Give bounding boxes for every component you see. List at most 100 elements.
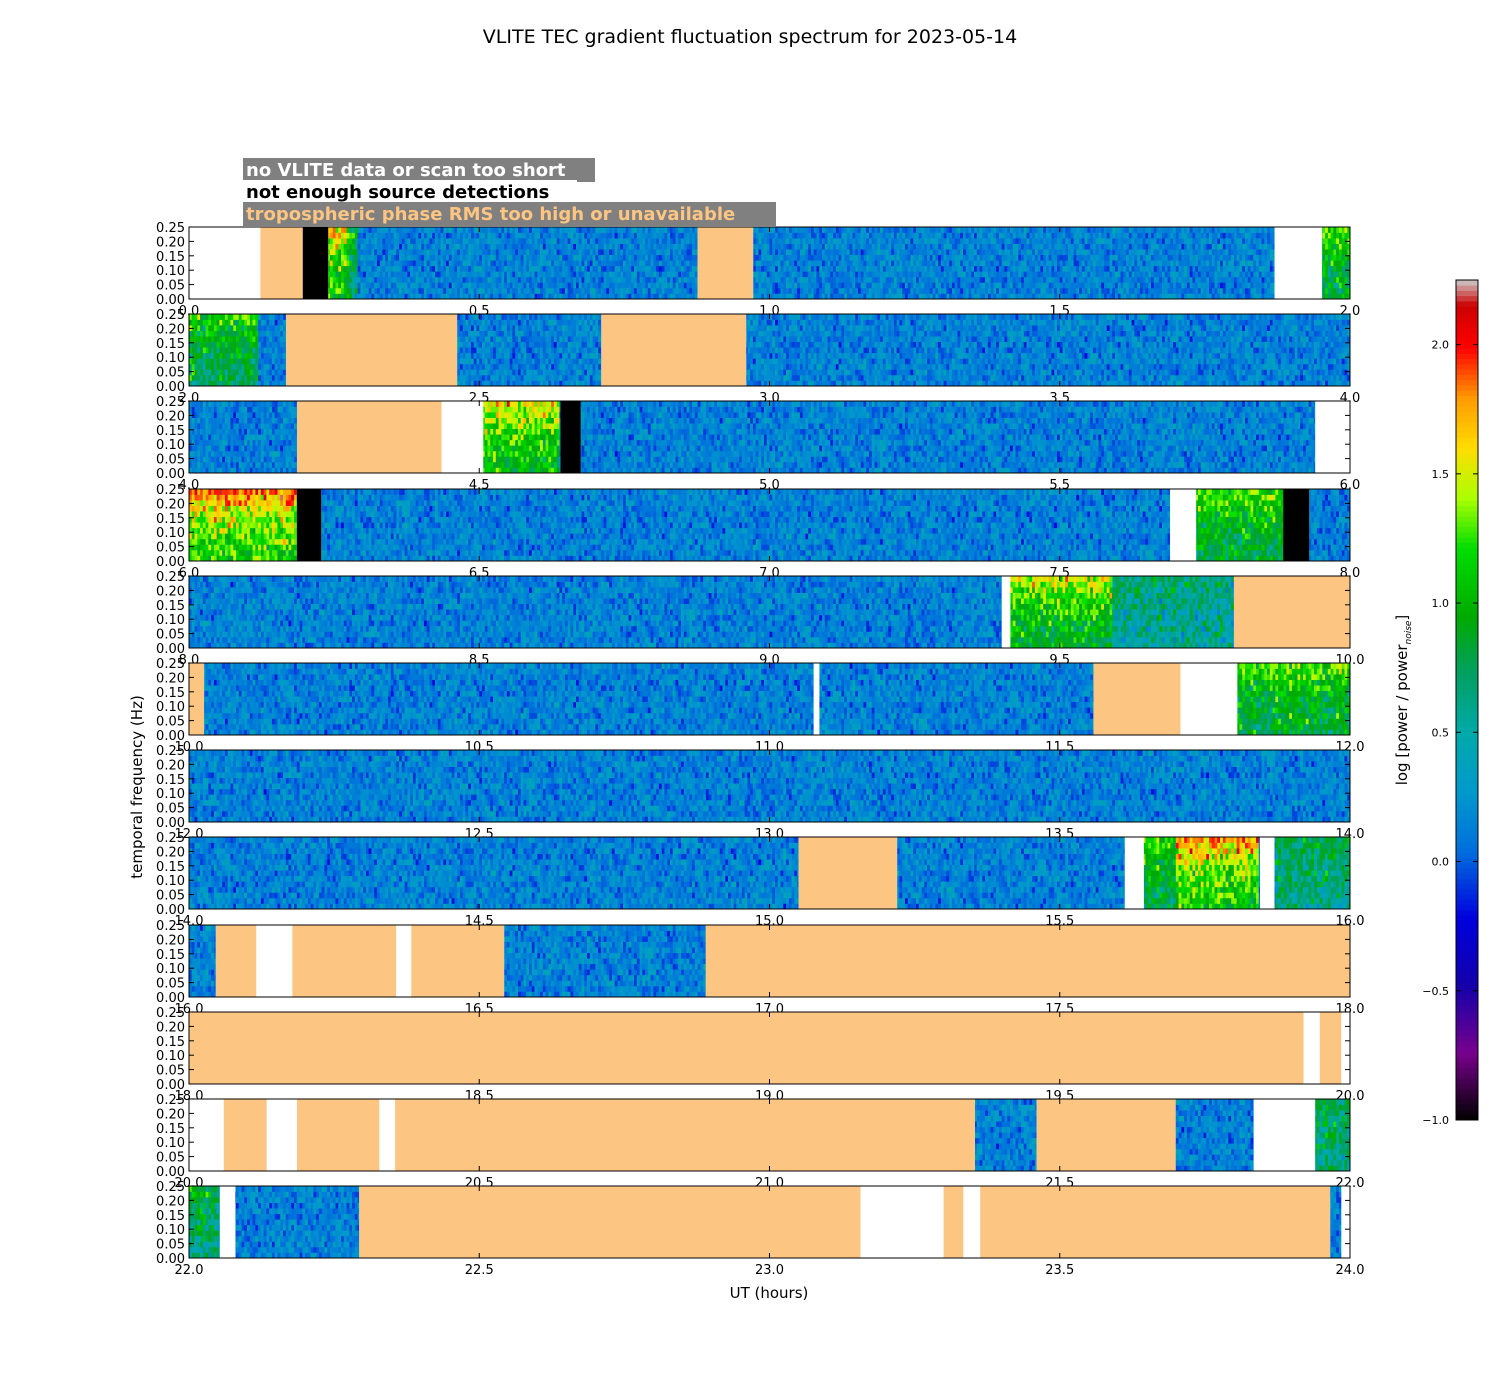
heatmap-cell <box>689 282 692 288</box>
heatmap-cell <box>836 271 839 277</box>
heatmap-cell <box>664 249 667 255</box>
heatmap-cell <box>910 227 913 233</box>
heatmap-cell <box>1018 277 1021 283</box>
heatmap-cell <box>653 249 656 255</box>
heatmap-cell <box>673 227 676 233</box>
heatmap-cell <box>452 244 455 250</box>
heatmap-segment <box>753 227 1275 299</box>
heatmap-cell <box>761 227 764 233</box>
heatmap-cell <box>482 227 485 233</box>
heatmap-cell <box>341 244 344 250</box>
heatmap-cell <box>888 255 891 261</box>
heatmap-cell <box>877 233 880 239</box>
heatmap-cell <box>797 260 800 266</box>
heatmap-cell <box>570 277 573 283</box>
heatmap-cell <box>554 255 557 261</box>
heatmap-cell <box>452 249 455 255</box>
heatmap-cell <box>349 260 352 266</box>
heatmap-cell <box>833 282 836 288</box>
heatmap-cell <box>394 271 397 277</box>
heatmap-cell <box>897 244 900 250</box>
heatmap-cell <box>1004 244 1007 250</box>
heatmap-cell <box>388 255 391 261</box>
heatmap-cell <box>634 288 637 294</box>
heatmap-cell <box>922 238 925 244</box>
heatmap-cell <box>687 288 690 294</box>
heatmap-cell <box>532 282 535 288</box>
heatmap-cell <box>980 277 983 283</box>
heatmap-cell <box>982 277 985 283</box>
heatmap-cell <box>659 282 662 288</box>
heatmap-cell <box>496 266 499 272</box>
heatmap-cell <box>651 266 654 272</box>
heatmap-cell <box>656 277 659 283</box>
heatmap-cell <box>642 255 645 261</box>
heatmap-cell <box>559 244 562 250</box>
heatmap-cell <box>543 249 546 255</box>
heatmap-cell <box>418 238 421 244</box>
heatmap-cell <box>877 282 880 288</box>
heatmap-cell <box>590 233 593 239</box>
heatmap-cell <box>360 282 363 288</box>
heatmap-cell <box>377 282 380 288</box>
heatmap-cell <box>380 255 383 261</box>
heatmap-cell <box>402 233 405 239</box>
heatmap-cell <box>410 249 413 255</box>
heatmap-cell <box>512 238 515 244</box>
heatmap-cell <box>612 249 615 255</box>
heatmap-cell <box>529 266 532 272</box>
heatmap-cell <box>383 266 386 272</box>
heatmap-cell <box>443 244 446 250</box>
heatmap-cell <box>1038 288 1041 294</box>
heatmap-cell <box>570 249 573 255</box>
heatmap-cell <box>396 288 399 294</box>
heatmap-cell <box>877 255 880 261</box>
heatmap-cell <box>1035 282 1038 288</box>
heatmap-cell <box>863 244 866 250</box>
heatmap-cell <box>388 244 391 250</box>
heatmap-cell <box>800 282 803 288</box>
heatmap-cell <box>347 249 350 255</box>
heatmap-cell <box>676 249 679 255</box>
heatmap-cell <box>883 293 886 299</box>
heatmap-cell <box>935 249 938 255</box>
heatmap-cell <box>969 266 972 272</box>
heatmap-cell <box>526 282 529 288</box>
heatmap-cell <box>606 227 609 233</box>
heatmap-cell <box>974 227 977 233</box>
heatmap-cell <box>471 249 474 255</box>
heatmap-cell <box>568 271 571 277</box>
heatmap-cell <box>338 260 341 266</box>
heatmap-cell <box>855 233 858 239</box>
heatmap-cell <box>485 288 488 294</box>
heatmap-cell <box>988 271 991 277</box>
heatmap-cell <box>960 233 963 239</box>
heatmap-cell <box>454 249 457 255</box>
heatmap-cell <box>515 277 518 283</box>
heatmap-cell <box>692 260 695 266</box>
heatmap-cell <box>869 255 872 261</box>
heatmap-cell <box>383 249 386 255</box>
heatmap-cell <box>988 249 991 255</box>
heatmap-cell <box>844 249 847 255</box>
heatmap-cell <box>866 293 869 299</box>
heatmap-cell <box>427 288 430 294</box>
heatmap-cell <box>394 244 397 250</box>
heatmap-cell <box>877 277 880 283</box>
heatmap-cell <box>764 244 767 250</box>
heatmap-cell <box>651 271 654 277</box>
heatmap-cell <box>960 227 963 233</box>
heatmap-cell <box>891 271 894 277</box>
heatmap-cell <box>612 266 615 272</box>
heatmap-cell <box>1013 244 1016 250</box>
heatmap-cell <box>482 266 485 272</box>
heatmap-cell <box>899 277 902 283</box>
heatmap-cell <box>488 244 491 250</box>
heatmap-cell <box>598 266 601 272</box>
heatmap-cell <box>358 271 361 277</box>
heatmap-cell <box>377 238 380 244</box>
heatmap-cell <box>615 255 618 261</box>
heatmap-cell <box>1002 266 1005 272</box>
heatmap-cell <box>1024 282 1027 288</box>
heatmap-cell <box>681 271 684 277</box>
